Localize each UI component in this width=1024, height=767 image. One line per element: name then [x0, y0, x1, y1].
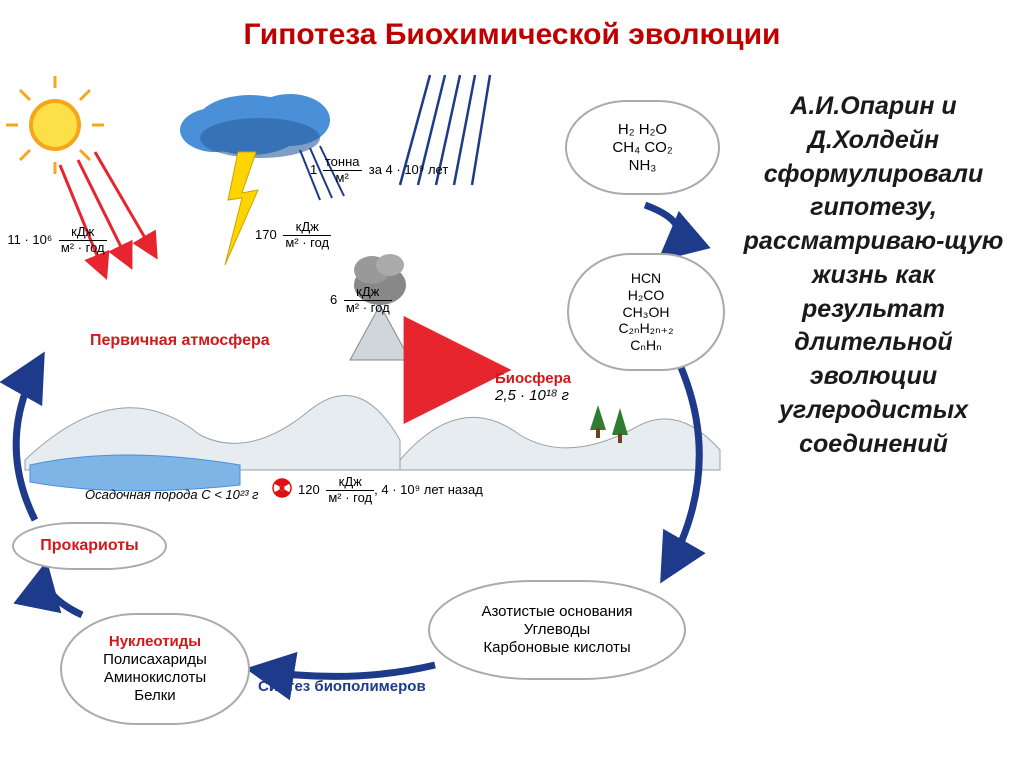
- sun-flux-label: 11 · 10⁶ кДж м² · год: [2, 225, 112, 256]
- biosphere-label: Биосфера 2,5 · 10¹⁸ г: [495, 370, 571, 405]
- rain-label: 1 тонна м² за 4 · 10⁹ лет: [310, 155, 448, 186]
- bolt-label: 170 кДж м² · год: [255, 220, 331, 251]
- prokaryote-pill: Прокариоты: [12, 522, 167, 570]
- side-paragraph: А.И.Опарин и Д.Холдейн сформулировали ги…: [741, 90, 1006, 461]
- page-title: Гипотеза Биохимической эволюции: [0, 0, 1024, 60]
- sediment-label: Осадочная порода C < 10²³ г: [85, 488, 259, 503]
- volcano-flux-label: 6 кДж м² · год: [330, 285, 392, 316]
- bases-pill: Азотистые основания Углеводы Карбоновые …: [428, 580, 686, 680]
- biopolymer-label: Синтез биополимеров: [258, 678, 426, 695]
- nucleotides-pill: Нуклеотиды Полисахариды Аминокислоты Бел…: [60, 613, 250, 725]
- primary-atmosphere-label: Первичная атмосфера: [90, 332, 270, 350]
- organics-pill: HCN H₂CO CH₃OH C₂ₙH₂ₙ₊₂ CₙHₙ: [567, 253, 725, 371]
- gases-pill: H₂ H₂O CH₄ CO₂ NH₃: [565, 100, 720, 195]
- radio-label: 120 кДж м² · год , 4 · 10⁹ лет назад: [298, 475, 483, 506]
- diagram-area: 11 · 10⁶ кДж м² · год 1 тонна м² за 4 · …: [0, 70, 740, 750]
